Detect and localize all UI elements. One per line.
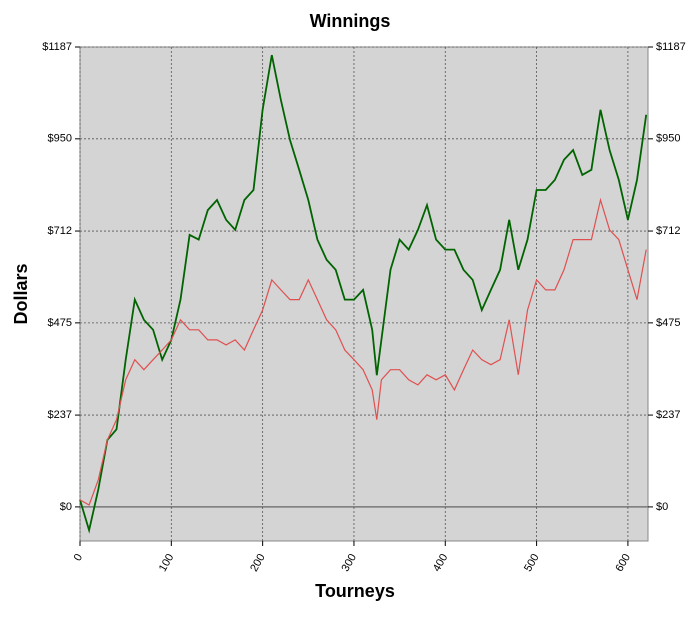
y-tick-label: $712 <box>48 225 72 237</box>
y2-tick-label: $0 <box>656 501 668 513</box>
x-tick-label: 200 <box>248 552 268 574</box>
y-tick-label: $237 <box>48 409 72 421</box>
y2-tick-label: $712 <box>656 225 680 237</box>
y2-tick-label: $1187 <box>656 41 686 53</box>
x-tick-label: 400 <box>431 552 451 574</box>
y-tick-label: $475 <box>48 317 72 329</box>
y-tick-label: $0 <box>60 501 72 513</box>
y-tick-label: $950 <box>48 133 72 145</box>
x-tick-label: 300 <box>339 552 359 574</box>
x-axis-label: Tourneys <box>315 581 395 601</box>
y-tick-label: $1187 <box>42 41 72 53</box>
x-tick-label: 0 <box>72 552 85 563</box>
y2-tick-label: $475 <box>656 317 680 329</box>
y2-tick-label: $237 <box>656 409 680 421</box>
x-tick-label: 100 <box>157 552 177 574</box>
y-axis-label: Dollars <box>11 263 31 324</box>
x-tick-label: 500 <box>522 552 542 574</box>
chart-title: Winnings <box>310 11 391 31</box>
series-line <box>79 197 647 506</box>
y2-tick-label: $950 <box>656 133 680 145</box>
series-line <box>79 54 648 534</box>
x-tick-label: 600 <box>613 552 633 574</box>
